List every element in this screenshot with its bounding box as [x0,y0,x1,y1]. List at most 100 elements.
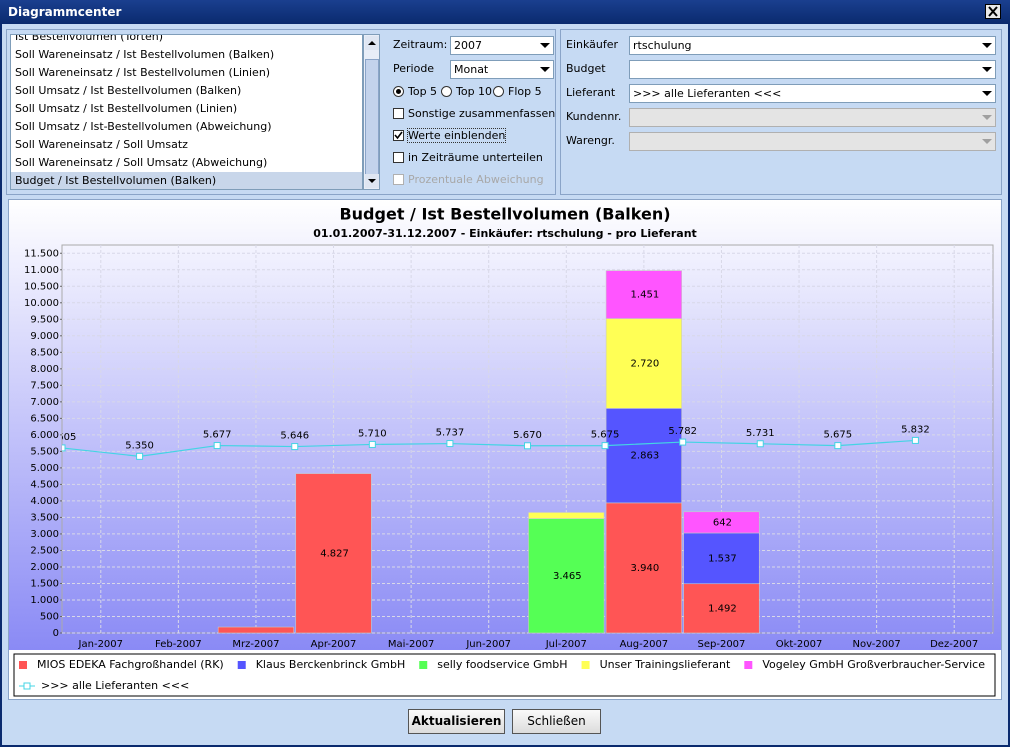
y-tick-label: 8.000 [30,364,59,375]
y-tick-label: 4.000 [30,496,59,507]
checkbox[interactable] [393,130,404,141]
chart: Budget / Ist Bestellvolumen (Balken) 01.… [9,200,1001,699]
y-tick-label: 500 [40,611,59,622]
x-tick-label: Dez-2007 [930,639,978,650]
dropdown-value: Monat [454,63,488,76]
dropdown-arrow[interactable] [536,37,553,54]
dropdown-value: rtschulung [633,39,692,52]
value-label: 5.677 [203,430,232,441]
value-label: 1.537 [708,553,737,564]
button[interactable]: Schließen [512,709,601,734]
close-icon [986,5,1000,18]
chart-background [9,200,1001,650]
radio-button[interactable] [441,86,452,97]
x-tick-label: Jul-2007 [545,639,587,650]
field-label: Einkäufer [566,38,618,51]
checkbox[interactable] [393,108,404,119]
scroll-down[interactable] [365,174,379,188]
legend-swatch [24,683,30,689]
dropdown-arrow[interactable] [978,85,995,102]
y-tick-label: 9.000 [30,331,59,342]
dropdown-arrow[interactable] [978,61,995,78]
radio-option[interactable]: Flop 5 [493,85,542,98]
radio-button[interactable] [393,86,404,97]
chart-list-item[interactable]: Ist Bestellvolumen (Torten) [11,34,362,46]
chart-list[interactable]: Ist Bestellvolumen (Torten)Soll Warenein… [10,34,363,190]
field-label: Kundennr. [566,110,621,123]
value-label: 3.940 [631,563,660,574]
value-label: 1.492 [708,603,737,614]
dropdown-arrow[interactable] [978,37,995,54]
chart-list-item[interactable]: Soll Umsatz / Ist-Bestellvolumen (Abweic… [11,118,362,136]
scroll-thumb[interactable] [365,59,379,177]
line-marker [292,444,298,450]
value-label: 5.646 [280,431,309,442]
scrollbar[interactable] [363,34,380,190]
value-label: 5.710 [358,428,387,439]
x-tick-label: Jun-2007 [465,639,511,650]
window-title: Diagrammcenter [8,5,121,19]
legend-label: selly foodservice GmbH [437,658,567,671]
line-marker [214,443,220,449]
chart-list-item[interactable]: Soll Wareneinsatz / Soll Umsatz (Abweich… [11,154,362,172]
field-label: Warengr. [566,134,615,147]
value-label: 3.465 [553,571,582,582]
checkbox-option[interactable]: Sonstige zusammenfassen [393,107,555,120]
y-tick-label: 11.000 [24,265,59,276]
dropdown-arrow[interactable] [536,61,553,78]
radio-option[interactable]: Top 5 [393,85,437,98]
y-tick-label: 5.500 [30,446,59,457]
line-marker [525,443,531,449]
dropdown[interactable] [629,60,996,79]
dropdown[interactable]: Monat [450,60,554,79]
radio-label: Top 10 [456,85,492,98]
legend-swatch [419,661,427,669]
x-tick-label: Nov-2007 [852,639,900,650]
chart-list-item[interactable]: Soll Umsatz / Ist Bestellvolumen (Balken… [11,82,362,100]
chart-list-item[interactable]: Soll Wareneinsatz / Soll Umsatz [11,136,362,154]
chart-list-item[interactable]: Soll Wareneinsatz / Ist Bestellvolumen (… [11,46,362,64]
checkbox-option[interactable]: Werte einblenden [393,129,505,142]
line-marker [912,437,918,443]
checkbox-label: Werte einblenden [408,129,505,142]
value-label: 5.832 [901,424,930,435]
value-label: 642 [713,517,732,528]
x-tick-label: Aug-2007 [620,639,669,650]
line-marker [447,441,453,447]
close-button[interactable] [985,4,1001,19]
checkbox-label: Prozentuale Abweichung [408,173,544,186]
chart-subtitle: 01.01.2007-31.12.2007 - Einkäufer: rtsch… [313,227,697,240]
legend-label: >>> alle Lieferanten <<< [41,679,189,692]
bar-segment [218,627,294,633]
chart-title: Budget / Ist Bestellvolumen (Balken) [339,205,670,224]
dropdown[interactable]: rtschulung [629,36,996,55]
field-label: Periode [393,62,434,75]
radio-option[interactable]: Top 10 [441,85,492,98]
y-tick-label: 1.500 [30,578,59,589]
y-tick-label: 10.500 [24,281,59,292]
x-tick-label: Mrz-2007 [232,639,279,650]
chart-list-item[interactable]: Soll Wareneinsatz / Ist Bestellvolumen (… [11,64,362,82]
dropdown-arrow [978,109,995,126]
value-label: 4.827 [320,548,349,559]
x-tick-label: Okt-2007 [776,639,823,650]
button[interactable]: Aktualisieren [408,709,505,734]
x-tick-label: Feb-2007 [155,639,202,650]
legend-label: Vogeley GmbH Großverbraucher-Service [762,658,985,671]
legend-label: Unser Trainingslieferant [600,658,731,671]
checkbox[interactable] [393,152,404,163]
radio-button[interactable] [493,86,504,97]
dropdown-arrow [978,133,995,150]
y-tick-label: 7.000 [30,397,59,408]
checkbox-option[interactable]: in Zeiträume unterteilen [393,151,543,164]
dropdown[interactable]: >>> alle Lieferanten <<< [629,84,996,103]
chart-list-item[interactable]: Budget / Ist Bestellvolumen (Balken) [11,172,362,190]
checkbox-label: Sonstige zusammenfassen [408,107,555,120]
y-tick-label: 6.500 [30,413,59,424]
scroll-up[interactable] [365,36,379,50]
dropdown[interactable]: 2007 [450,36,554,55]
chart-list-item[interactable]: Soll Umsatz / Ist Bestellvolumen (Linien… [11,100,362,118]
y-tick-label: 7.500 [30,380,59,391]
field-label: Zeitraum: [393,38,447,51]
